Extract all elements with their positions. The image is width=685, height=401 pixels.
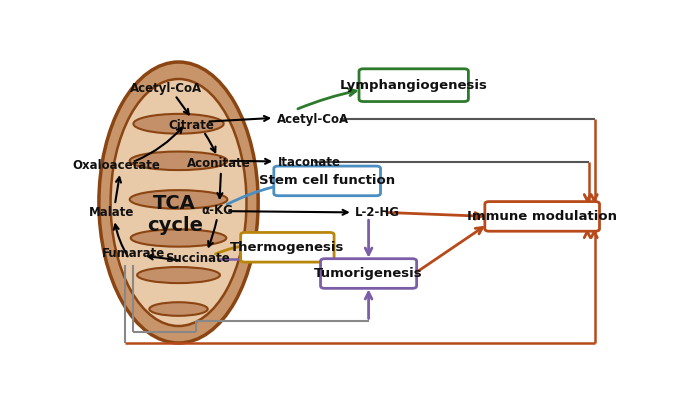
FancyBboxPatch shape (485, 202, 599, 231)
Text: Thermogenesis: Thermogenesis (230, 241, 345, 254)
Ellipse shape (129, 152, 227, 170)
FancyBboxPatch shape (359, 69, 469, 101)
Text: Acetyl-CoA: Acetyl-CoA (130, 82, 202, 95)
Text: TCA
cycle: TCA cycle (147, 194, 203, 235)
Ellipse shape (137, 267, 220, 283)
Text: Succinate: Succinate (164, 252, 229, 265)
Ellipse shape (99, 62, 258, 343)
FancyBboxPatch shape (274, 166, 381, 196)
Ellipse shape (134, 114, 223, 134)
Text: Oxaloacetate: Oxaloacetate (73, 159, 160, 172)
Text: Itaconate: Itaconate (278, 156, 341, 169)
Ellipse shape (131, 229, 226, 247)
Text: L-2-HG: L-2-HG (356, 206, 400, 219)
Ellipse shape (149, 302, 208, 316)
Text: α-KG: α-KG (201, 204, 233, 217)
Ellipse shape (129, 190, 227, 209)
Text: Tumorigenesis: Tumorigenesis (314, 267, 423, 280)
Ellipse shape (110, 79, 247, 326)
FancyBboxPatch shape (240, 233, 334, 262)
Text: Immune modulation: Immune modulation (467, 210, 617, 223)
FancyBboxPatch shape (321, 259, 416, 288)
Text: Stem cell function: Stem cell function (259, 174, 395, 187)
Text: Citrate: Citrate (169, 119, 214, 132)
Text: Malate: Malate (88, 206, 134, 219)
Text: Aconitate: Aconitate (186, 158, 250, 170)
Text: Fumarate: Fumarate (102, 247, 165, 260)
Text: Lymphangiogenesis: Lymphangiogenesis (340, 79, 488, 92)
Text: Acetyl-CoA: Acetyl-CoA (277, 113, 349, 126)
